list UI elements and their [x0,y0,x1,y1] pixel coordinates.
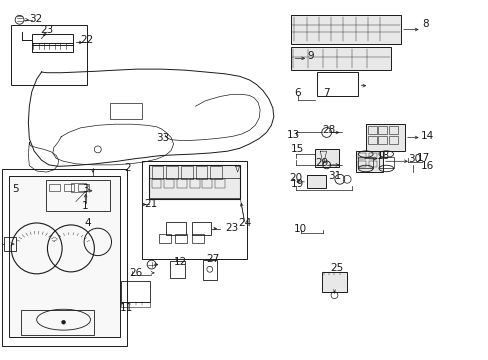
Text: 2: 2 [123,163,130,174]
Text: 14: 14 [420,131,434,141]
Text: 9: 9 [306,51,313,61]
Text: 15: 15 [290,144,304,154]
Bar [149,178,239,198]
Bar [378,126,386,134]
Text: 4: 4 [84,218,91,228]
Text: 22: 22 [80,35,94,45]
Bar [121,302,149,307]
Bar [290,15,400,44]
Text: 13: 13 [286,130,300,140]
Text: 27: 27 [205,254,219,264]
Bar [151,166,163,179]
Bar [20,310,94,335]
Bar [181,166,192,179]
Text: 31: 31 [327,171,341,181]
Text: 26: 26 [129,268,142,278]
Text: 19: 19 [290,179,304,189]
Bar [121,281,149,302]
Text: 30: 30 [407,154,420,164]
Bar [358,157,372,168]
Bar [368,153,376,159]
Bar [215,179,224,188]
Text: 3: 3 [82,184,89,194]
Bar [357,153,366,159]
Bar [378,157,393,168]
Bar [78,184,89,191]
Text: 18: 18 [376,150,390,161]
Bar [4,237,16,251]
Bar [378,136,386,144]
Bar [11,25,86,85]
Bar [191,222,211,235]
Bar [355,151,382,172]
Text: 5: 5 [12,184,19,194]
Text: 23: 23 [40,24,53,35]
Text: 28: 28 [321,125,335,135]
Bar [46,180,110,211]
Bar [306,175,325,188]
Bar [49,184,60,191]
Bar [166,222,185,235]
Text: 10: 10 [294,224,306,234]
Bar [195,166,207,179]
Bar [367,126,376,134]
Text: 12: 12 [174,257,187,267]
Bar [175,234,187,243]
Text: 21: 21 [143,199,157,210]
Text: 7: 7 [323,88,329,98]
Bar [177,179,186,188]
Text: 6: 6 [293,88,300,98]
Bar [367,136,376,144]
Text: 33: 33 [156,132,169,143]
Text: 8: 8 [421,19,428,30]
Bar [202,179,212,188]
Bar [316,72,358,96]
Bar [63,184,74,191]
Text: 20: 20 [289,173,302,183]
Bar [290,47,390,70]
Bar [189,179,199,188]
Bar [388,126,397,134]
Bar [191,234,203,243]
Bar [159,234,171,243]
Text: 23: 23 [225,222,239,233]
Text: 1: 1 [82,201,89,211]
Bar [2,169,127,346]
Text: 11: 11 [119,303,133,313]
Bar [71,183,85,192]
Bar [368,161,376,167]
Bar [166,166,178,179]
Bar [170,261,184,278]
Bar [164,179,174,188]
Text: 25: 25 [329,263,343,273]
Bar [321,272,346,292]
Text: 16: 16 [420,161,434,171]
Text: 17: 17 [415,153,429,163]
Bar [203,260,216,280]
Circle shape [61,320,65,324]
Bar [365,124,404,151]
Bar [32,34,73,45]
Bar [357,161,366,167]
Bar [142,161,246,259]
Bar [32,43,73,52]
Bar [110,103,142,119]
Bar [315,149,338,167]
Bar [149,165,239,199]
Text: 29: 29 [314,158,328,168]
Bar [388,136,397,144]
Bar [210,166,222,179]
Bar [151,179,161,188]
Bar [9,176,120,337]
Text: 32: 32 [29,14,42,24]
Text: 24: 24 [237,218,251,228]
